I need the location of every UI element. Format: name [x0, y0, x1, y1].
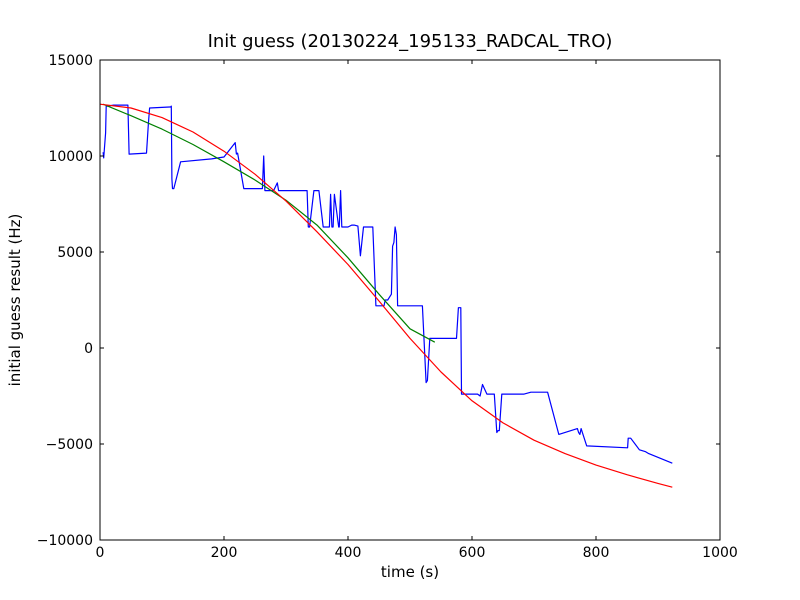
- y-tick-label: 5000: [57, 245, 93, 261]
- x-tick-label: 400: [335, 545, 362, 561]
- x-axis-label: time (s): [381, 563, 439, 581]
- y-tick-label: 15000: [48, 53, 93, 69]
- x-tick-label: 0: [96, 545, 105, 561]
- x-tick-label: 1000: [702, 545, 738, 561]
- y-tick-label: −5000: [46, 437, 93, 453]
- y-tick-label: −10000: [37, 533, 93, 549]
- chart-title: Init guess (20130224_195133_RADCAL_TRO): [208, 31, 613, 52]
- y-axis-label: initial guess result (Hz): [6, 214, 24, 387]
- x-tick-label: 600: [459, 545, 486, 561]
- y-tick-label: 10000: [48, 149, 93, 165]
- y-tick-label: 0: [84, 341, 93, 357]
- x-tick-label: 800: [583, 545, 610, 561]
- x-tick-label: 200: [211, 545, 238, 561]
